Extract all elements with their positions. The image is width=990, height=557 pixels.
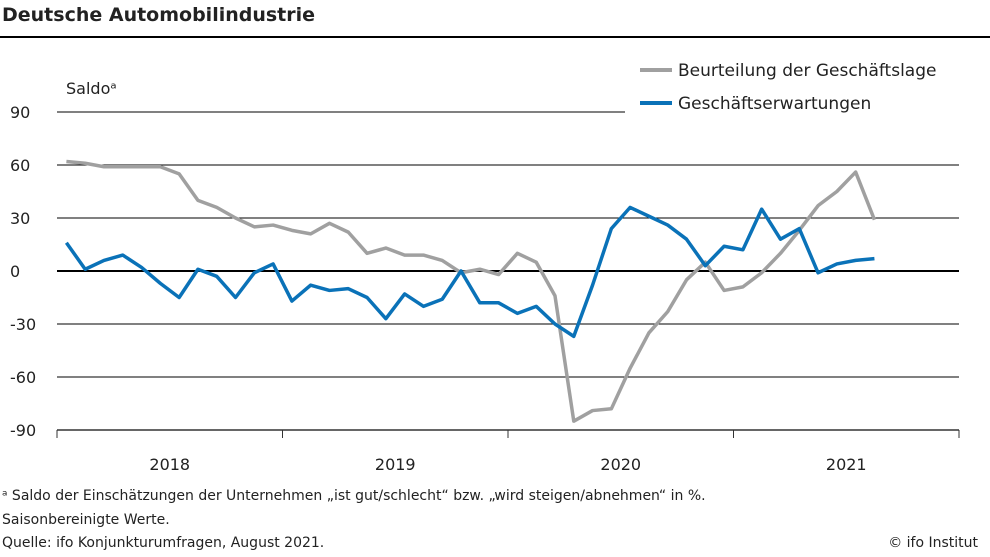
x-tick-label: 2021 [826, 455, 867, 474]
source: Quelle: ifo Konjunkturumfragen, August 2… [2, 535, 325, 551]
y-tick-label: 90 [10, 103, 30, 122]
y-tick-label: -90 [10, 421, 36, 440]
legend-label: Beurteilung der Geschäftslage [678, 61, 936, 81]
y-tick-label: -30 [10, 315, 36, 334]
footnote: ᵃ Saldo der Einschätzungen der Unternehm… [2, 488, 706, 504]
y-tick-label: 30 [10, 209, 30, 228]
x-tick-label: 2020 [600, 455, 641, 474]
y-axis-label: Saldoᵃ [66, 79, 117, 98]
series-line-2 [64, 205, 875, 339]
y-tick-label: -60 [10, 368, 36, 387]
copyright: © ifo Institut [888, 535, 978, 551]
legend-label: Geschäftserwartungen [678, 94, 871, 114]
series-line-1 [66, 159, 877, 423]
y-tick-label: 60 [10, 156, 30, 175]
title-rule [0, 36, 990, 38]
chart-title: Deutsche Automobilindustrie [2, 4, 316, 26]
x-tick-label: 2018 [149, 455, 190, 474]
y-tick-label: 0 [10, 262, 20, 281]
x-tick-label: 2019 [375, 455, 416, 474]
footnote-2: Saisonbereinigte Werte. [2, 512, 170, 528]
